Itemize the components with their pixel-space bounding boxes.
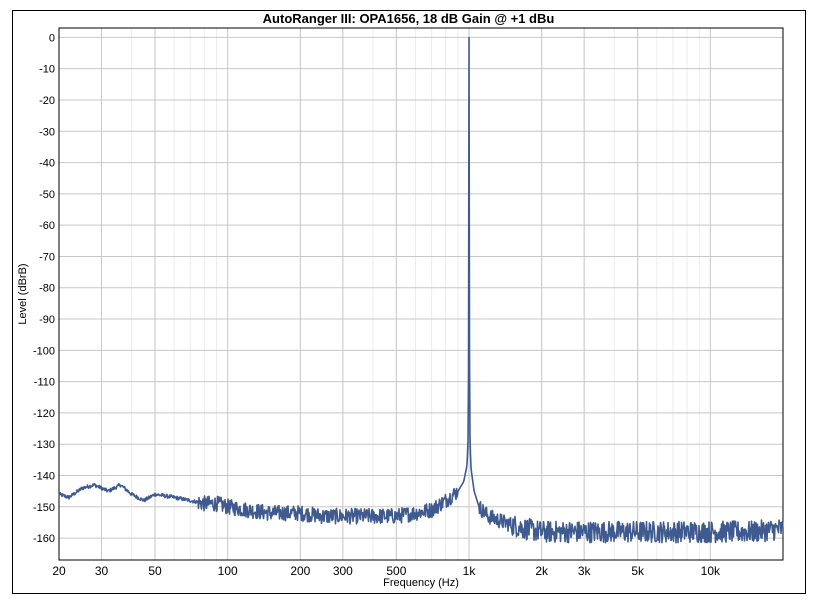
y-tick-label: -50 <box>39 189 55 201</box>
x-tick-label: 10k <box>701 564 721 578</box>
x-tick-label: 5k <box>631 564 645 578</box>
y-tick-label: -140 <box>33 471 55 483</box>
y-tick-label: -70 <box>39 251 55 263</box>
x-axis-label: Frequency (Hz) <box>383 577 459 589</box>
y-tick-label: -80 <box>39 283 55 295</box>
series-layer <box>58 36 784 544</box>
y-tick-label: -30 <box>39 126 55 138</box>
grid-layer <box>58 28 783 560</box>
y-tick-label: -110 <box>34 377 55 389</box>
y-tick-labels: 0 -10 -20 -30 -40 -50 -60 -70 -80 -90 -100 -110 -120… <box>33 32 55 545</box>
x-tick-label: 500 <box>386 564 406 578</box>
x-tick-label: 50 <box>148 564 162 578</box>
y-axis-label: Level (dBrB) <box>17 263 29 324</box>
y-tick-label: -130 <box>33 439 55 451</box>
x-tick-label: 200 <box>290 564 310 578</box>
y-tick-label: -100 <box>33 345 55 357</box>
x-tick-label: 30 <box>95 564 109 578</box>
y-tick-label: 0 <box>49 32 55 44</box>
y-tick-label: -10 <box>39 64 55 76</box>
series-line <box>58 36 784 544</box>
x-tick-label: 1k <box>463 564 477 578</box>
x-tick-label: 3k <box>578 564 592 578</box>
y-tick-label: -150 <box>33 502 55 514</box>
x-tick-label: 20 <box>52 564 66 578</box>
y-tick-label: -40 <box>39 158 55 170</box>
y-tick-label: -90 <box>39 314 55 326</box>
y-tick-label: -160 <box>33 533 55 545</box>
x-tick-label: 300 <box>333 564 353 578</box>
chart-frame <box>12 10 806 594</box>
x-tick-label: 100 <box>218 564 238 578</box>
plot-area-border <box>58 27 784 561</box>
y-tick-label: -60 <box>39 220 55 232</box>
x-tick-labels: 20 30 50 100 200 300 500 1k 2k 3k 5k 10k <box>52 564 721 578</box>
x-tick-label: 2k <box>535 564 549 578</box>
y-tick-label: -20 <box>39 95 55 107</box>
chart-title: AutoRanger III: OPA1656, 18 dB Gain @ +1… <box>262 11 555 26</box>
y-tick-label: -120 <box>33 408 55 420</box>
